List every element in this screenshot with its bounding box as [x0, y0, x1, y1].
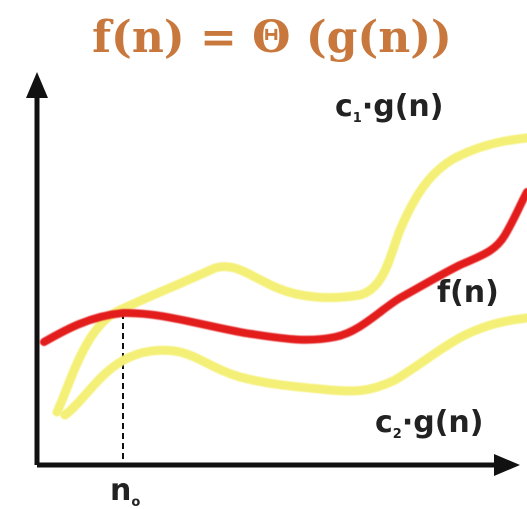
- lower-bound-label: c2·g(n): [375, 405, 484, 442]
- f-of-n-label: f(n): [437, 275, 499, 310]
- upper-bound-label: c1·g(n): [335, 89, 444, 126]
- f-of-n-curve: [40, 188, 527, 346]
- y-axis-arrow-icon: [26, 72, 48, 98]
- lower-bound-curve: [60, 313, 527, 420]
- n0-tick-label: no: [110, 473, 140, 509]
- diagram-title: f(n) = Θ (g(n)): [92, 12, 452, 63]
- x-axis-arrow-icon: [494, 454, 520, 476]
- axes: [26, 72, 520, 476]
